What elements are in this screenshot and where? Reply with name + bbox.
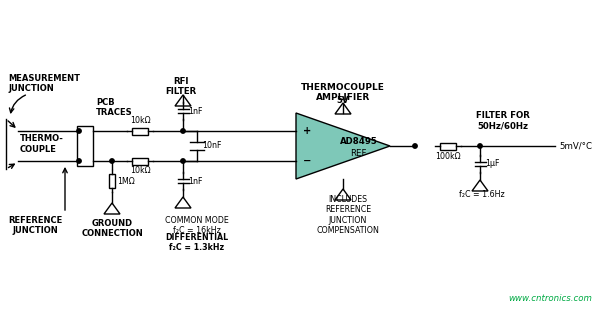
Polygon shape (296, 113, 390, 179)
Text: f₂C = 1.6Hz: f₂C = 1.6Hz (459, 190, 505, 199)
Bar (77, 126, 93, 166)
Circle shape (77, 129, 81, 133)
Text: 100kΩ: 100kΩ (435, 152, 461, 161)
Text: 1nF: 1nF (188, 107, 203, 116)
Text: 10nF: 10nF (202, 142, 221, 150)
Circle shape (413, 144, 417, 148)
Text: REF: REF (350, 150, 367, 159)
Text: 1MΩ: 1MΩ (117, 176, 135, 185)
Text: COMMON MODE
f₂C = 16kHz: COMMON MODE f₂C = 16kHz (165, 216, 229, 235)
Text: FILTER FOR
50Hz/60Hz: FILTER FOR 50Hz/60Hz (476, 111, 530, 130)
Bar (440, 142, 456, 150)
Circle shape (110, 159, 114, 163)
Text: 5V: 5V (337, 96, 349, 105)
Text: INCLUDES
REFERENCE
JUNCTION
COMPENSATION: INCLUDES REFERENCE JUNCTION COMPENSATION (317, 195, 379, 235)
Bar (132, 158, 148, 164)
Bar (109, 174, 115, 188)
Text: PCB
TRACES: PCB TRACES (96, 98, 133, 117)
Text: 5mV/°C: 5mV/°C (559, 142, 592, 150)
Circle shape (181, 129, 185, 133)
Text: 10kΩ: 10kΩ (130, 166, 151, 175)
Text: +: + (303, 126, 311, 136)
Text: www.cntronics.com: www.cntronics.com (508, 294, 592, 303)
Text: DIFFERENTIAL
f₂C = 1.3kHz: DIFFERENTIAL f₂C = 1.3kHz (166, 233, 229, 252)
Text: MEASUREMENT
JUNCTION: MEASUREMENT JUNCTION (8, 74, 80, 93)
Text: 1nF: 1nF (188, 176, 203, 185)
Text: RFI
FILTER: RFI FILTER (166, 77, 197, 96)
Circle shape (478, 144, 482, 148)
Text: −: − (303, 156, 311, 166)
Text: REFERENCE
JUNCTION: REFERENCE JUNCTION (8, 216, 62, 235)
Text: AD8495: AD8495 (340, 137, 377, 146)
Circle shape (181, 159, 185, 163)
Circle shape (77, 159, 81, 163)
Text: GROUND
CONNECTION: GROUND CONNECTION (81, 219, 143, 239)
Text: THERMO-
COUPLE: THERMO- COUPLE (20, 134, 64, 154)
Text: 10kΩ: 10kΩ (130, 116, 151, 125)
Bar (132, 128, 148, 134)
Text: THERMOCOUPLE
AMPLIFIER: THERMOCOUPLE AMPLIFIER (301, 83, 385, 102)
Text: 1μF: 1μF (485, 159, 499, 168)
